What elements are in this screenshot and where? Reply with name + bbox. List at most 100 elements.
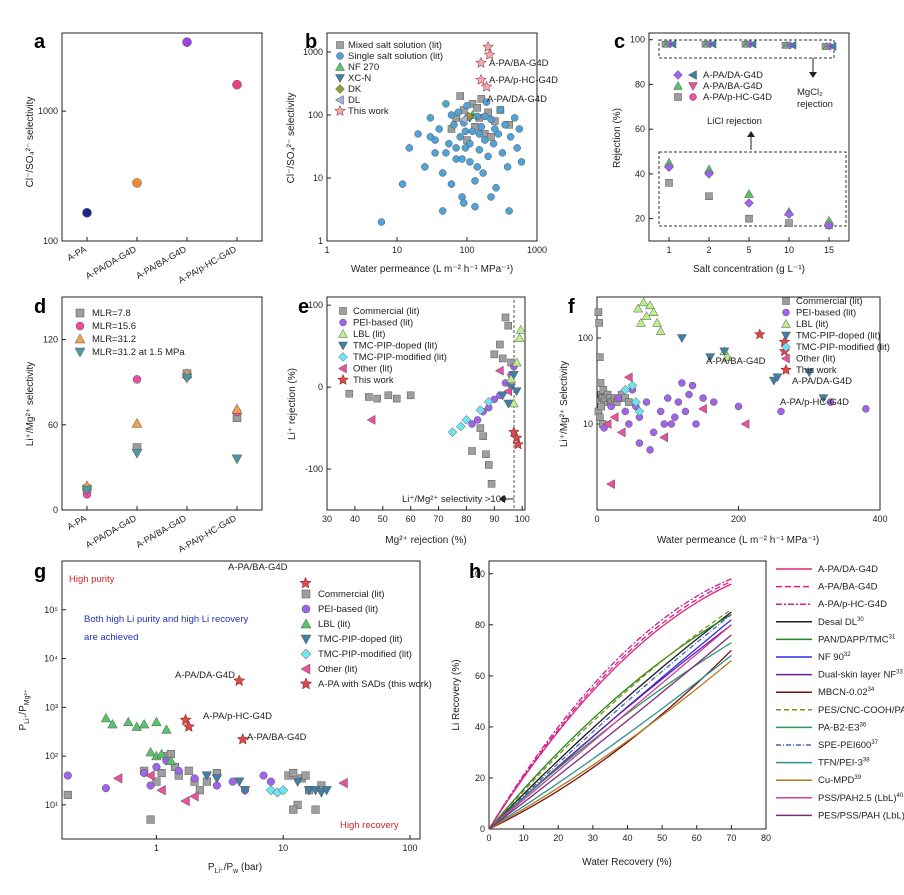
point-e-0 xyxy=(476,424,485,432)
xtick-g-label: 100 xyxy=(402,843,417,853)
marks-g xyxy=(63,576,348,824)
point-b-1 xyxy=(421,163,429,171)
xtick-e-label: 60 xyxy=(406,514,416,524)
ticks-h: 0 10 20 30 40 50 60 70 80 0 20 40 60 80 100 xyxy=(470,569,771,843)
xtick-e-label: 30 xyxy=(322,514,332,524)
point-f-3 xyxy=(705,353,716,363)
tw-g-label-2: A-PA/DA-G4D xyxy=(175,670,235,681)
ytick-c-label: 40 xyxy=(635,169,645,179)
point-f-5 xyxy=(609,412,619,423)
ytick-b-label: 1000 xyxy=(303,47,323,57)
line-h-7 xyxy=(488,649,732,830)
xtick-h-label: 50 xyxy=(657,833,667,843)
xtick-d-label: A-PA xyxy=(65,513,88,532)
point-g-4 xyxy=(278,785,289,796)
xtick-h-label: 70 xyxy=(726,833,736,843)
ticks-b: 1 10 100 1000 1 10 100 1000 xyxy=(303,47,547,255)
point-c-licl xyxy=(744,198,754,208)
ytick-g-label: 10⁵ xyxy=(44,605,58,615)
point-d-1 xyxy=(132,375,142,384)
point-e-0 xyxy=(498,354,507,363)
point-b-1 xyxy=(431,149,439,157)
legend-f-marker xyxy=(781,331,791,341)
line-h-4 xyxy=(488,614,732,830)
point-f-1 xyxy=(678,379,686,387)
ytick-a-label: 1000 xyxy=(38,106,58,116)
ytick-d-label: 120 xyxy=(43,335,58,345)
ytick-f-label: 10 xyxy=(583,419,593,429)
point-c-mg xyxy=(788,40,797,50)
legend-h-label: PSS/PAH2.5 (LbL)40 xyxy=(818,793,904,804)
legend-e-label: LBL (lit) xyxy=(353,329,385,340)
xlabel-f: Water permeance (L m⁻² h⁻¹ MPa⁻¹) xyxy=(657,535,819,546)
legend-f-label: Other (lit) xyxy=(796,354,836,365)
point-e-0 xyxy=(482,450,490,459)
legend-h: A-PA/DA-G4D A-PA/BA-G4D A-PA/p-HC-G4D Desal… xyxy=(776,564,904,821)
ticks-g: 1 10 100 10¹ 10² 10³ 10⁴ 10⁵ xyxy=(44,605,417,853)
legend-b-marker xyxy=(336,52,344,60)
plot-frame-e xyxy=(326,296,526,511)
point-f-3 xyxy=(719,347,730,357)
legend-d-marker xyxy=(74,333,86,344)
point-e-0 xyxy=(468,447,476,455)
ytick-c-label: 60 xyxy=(635,124,645,134)
point-g-6 xyxy=(236,732,249,745)
legend-f-marker xyxy=(782,297,790,305)
point-b-1 xyxy=(471,177,479,185)
legend-h-label: PAN/DAPP/TMC31 xyxy=(818,634,896,645)
point-f-1 xyxy=(685,390,693,399)
point-f-1 xyxy=(656,407,665,416)
ytick-a-label: 100 xyxy=(43,236,58,246)
point-b-1 xyxy=(447,111,456,119)
ylabel-c: Rejection (%) xyxy=(612,108,623,168)
ytick-h-label: 60 xyxy=(475,671,485,681)
point-b-1 xyxy=(414,130,422,138)
legend-c-label: A-PA/BA-G4D xyxy=(703,81,763,92)
point-f-3 xyxy=(772,373,783,383)
point-f-2 xyxy=(652,317,663,327)
point-b-1 xyxy=(398,180,407,188)
point-g-3 xyxy=(303,786,315,796)
point-g-2 xyxy=(145,746,156,757)
point-a xyxy=(82,208,92,218)
legend-b-marker xyxy=(336,41,344,49)
line-h-3 xyxy=(488,611,732,830)
line-h-1 xyxy=(488,580,732,830)
legend-c-marker xyxy=(689,93,697,101)
legend-g-marker xyxy=(301,604,311,614)
point-e-0 xyxy=(345,389,354,398)
legend-g-label: LBL (lit) xyxy=(318,619,350,630)
annotation-both-1: Both high Li purity and high Li recovery xyxy=(84,614,248,625)
panel-f: f 0 200 400 10 100 Li⁺/Mg²⁺ Selectivity Wate… xyxy=(559,296,890,546)
point-b-1 xyxy=(458,155,466,163)
point-b-1 xyxy=(481,112,489,121)
point-b-1 xyxy=(442,100,450,108)
annotation-high-purity: High purity xyxy=(69,574,115,585)
point-g-2 xyxy=(156,748,167,759)
point-e-0 xyxy=(484,461,493,469)
point-f-1 xyxy=(826,398,835,406)
point-f-0 xyxy=(596,413,604,421)
marks-f xyxy=(594,297,870,490)
ytick-h-label: 40 xyxy=(475,722,485,732)
point-f-2 xyxy=(645,300,655,310)
xlabel-g: PLi⁺/Pw (bar) xyxy=(208,862,262,875)
point-c-licl xyxy=(744,189,754,198)
xtick-h-label: 80 xyxy=(761,833,771,843)
point-e-0 xyxy=(365,393,373,401)
point-e-0 xyxy=(496,340,504,349)
panel-e: e 30 40 50 60 70 80 90 100 -100 0 100 Li⁺ rejectio… xyxy=(287,296,530,546)
line-h-12 xyxy=(488,659,732,830)
point-g-5 xyxy=(338,777,348,789)
point-b-1 xyxy=(481,136,489,144)
legend-g-marker xyxy=(301,589,311,599)
legend-f-marker xyxy=(780,353,790,364)
panel-label-d: d xyxy=(34,296,46,318)
point-b-1 xyxy=(487,193,495,201)
point-b-1 xyxy=(482,98,491,106)
legend-e-marker xyxy=(338,341,348,351)
point-e-4 xyxy=(447,427,458,438)
tw-f-label-1: A-PA/BA-G4D xyxy=(706,356,766,367)
legend-h-label: A-PA/p-HC-G4D xyxy=(818,599,887,610)
ytick-h-label: 80 xyxy=(475,620,485,630)
